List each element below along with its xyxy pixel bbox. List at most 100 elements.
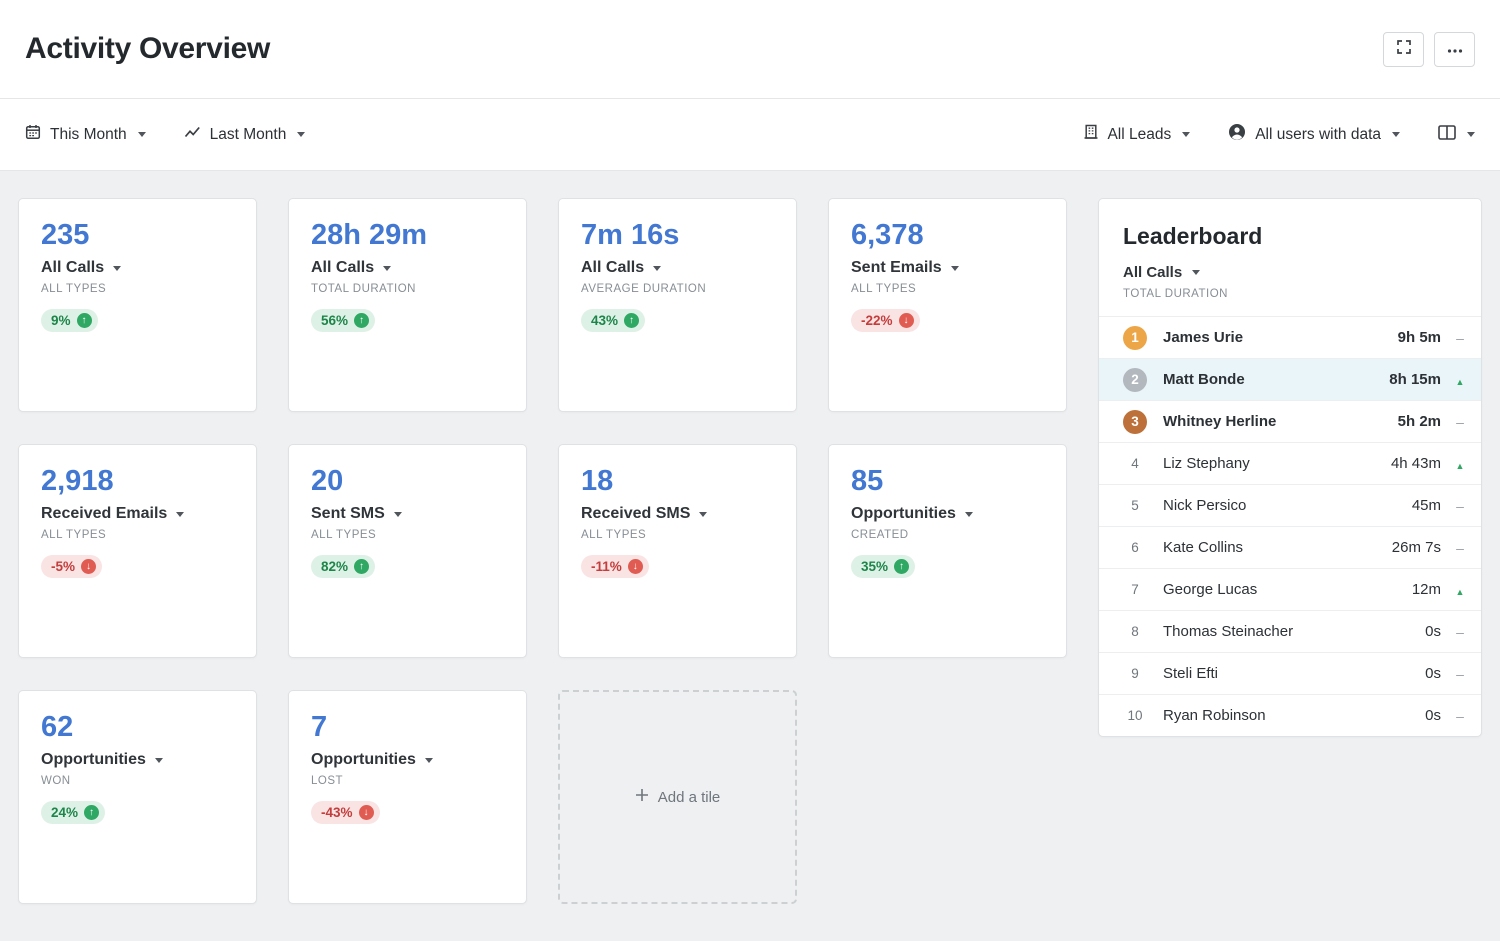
- leaderboard-panel: Leaderboard All Calls TOTAL DURATION 1 J…: [1098, 198, 1482, 737]
- trend-indicator-icon: [1453, 666, 1467, 682]
- metric-dropdown[interactable]: Opportunities: [41, 751, 163, 769]
- trend-indicator-icon: [1453, 330, 1467, 346]
- chevron-down-icon: [1392, 132, 1400, 137]
- leaderboard-header: Leaderboard All Calls TOTAL DURATION: [1099, 199, 1481, 316]
- leaderboard-row[interactable]: 1 James Urie 9h 5m: [1099, 316, 1481, 358]
- metric-dropdown[interactable]: All Calls: [311, 259, 392, 277]
- metric-dropdown[interactable]: Received SMS: [581, 505, 708, 523]
- metric-value: 28h 29m: [311, 219, 428, 251]
- filter-toolbar: This Month Last Month All Leads All user…: [0, 99, 1500, 171]
- duration-value: 0s: [1425, 665, 1441, 682]
- leaderboard-row[interactable]: 4 Liz Stephany 4h 43m: [1099, 442, 1481, 484]
- metric-label: Sent Emails: [851, 259, 942, 277]
- layout-dropdown[interactable]: [1438, 124, 1475, 145]
- metric-subtype: ALL TYPES: [581, 529, 647, 542]
- user-name: Liz Stephany: [1163, 455, 1250, 472]
- change-value: 9%: [51, 313, 71, 329]
- leaderboard-row[interactable]: 8 Thomas Steinacher 0s: [1099, 610, 1481, 652]
- metric-subtype: ALL TYPES: [41, 529, 107, 542]
- rank-badge: 2: [1123, 367, 1147, 392]
- chevron-down-icon: [383, 265, 392, 271]
- tile-received-sms: 18 Received SMS ALL TYPES -11%: [558, 444, 797, 658]
- metric-tile-grid: 235 All Calls ALL TYPES 9% 28h 29m All C…: [18, 198, 1067, 904]
- tile-all-calls-count: 235 All Calls ALL TYPES 9%: [18, 198, 257, 412]
- metric-subtype: ALL TYPES: [851, 283, 917, 296]
- rank-badge: 7: [1131, 582, 1139, 597]
- leaderboard-metric-label: All Calls: [1123, 264, 1183, 281]
- metric-dropdown[interactable]: Sent SMS: [311, 505, 402, 523]
- fullscreen-button[interactable]: [1383, 31, 1424, 67]
- metric-dropdown[interactable]: All Calls: [581, 259, 662, 277]
- metric-label: Sent SMS: [311, 505, 385, 523]
- duration-value: 4h 43m: [1390, 455, 1441, 472]
- metric-label: Received Emails: [41, 505, 168, 523]
- more-options-button[interactable]: [1434, 31, 1475, 67]
- metric-value: 6,378: [851, 219, 924, 251]
- change-value: 24%: [51, 805, 79, 821]
- tile-sent-emails: 6,378 Sent Emails ALL TYPES -22%: [828, 198, 1067, 412]
- date-range-dropdown[interactable]: This Month: [25, 124, 146, 145]
- metric-label: Opportunities: [41, 751, 146, 769]
- metric-subtype: ALL TYPES: [311, 529, 377, 542]
- more-icon: [1447, 40, 1463, 58]
- metric-dropdown[interactable]: Sent Emails: [851, 259, 959, 277]
- change-badge: 56%: [311, 309, 376, 333]
- rank-badge: 8: [1131, 624, 1139, 639]
- chevron-down-icon: [1467, 132, 1475, 137]
- metric-dropdown[interactable]: Received Emails: [41, 505, 185, 523]
- chevron-down-icon: [113, 265, 122, 271]
- chevron-down-icon: [154, 757, 163, 763]
- change-badge: -22%: [851, 309, 920, 333]
- leaderboard-row[interactable]: 9 Steli Efti 0s: [1099, 652, 1481, 694]
- tile-opportunities-won: 62 Opportunities WON 24%: [18, 690, 257, 904]
- toolbar-left: This Month Last Month: [25, 124, 306, 145]
- metric-subtype: CREATED: [851, 529, 909, 542]
- leaderboard-row[interactable]: 6 Kate Collins 26m 7s: [1099, 526, 1481, 568]
- add-tile-button[interactable]: Add a tile: [558, 690, 797, 904]
- metric-label: Received SMS: [581, 505, 691, 523]
- metric-dropdown[interactable]: Opportunities: [851, 505, 973, 523]
- metric-dropdown[interactable]: Opportunities: [311, 751, 433, 769]
- metric-value: 18: [581, 465, 614, 497]
- user-name: Matt Bonde: [1163, 371, 1245, 388]
- leaderboard-row[interactable]: 7 George Lucas 12m: [1099, 568, 1481, 610]
- metric-dropdown[interactable]: All Calls: [41, 259, 122, 277]
- page-header: Activity Overview: [0, 0, 1500, 99]
- leaderboard-row[interactable]: 10 Ryan Robinson 0s: [1099, 694, 1481, 736]
- leaderboard-row[interactable]: 3 Whitney Herline 5h 2m: [1099, 400, 1481, 442]
- chevron-down-icon: [137, 132, 146, 137]
- duration-value: 45m: [1411, 497, 1441, 514]
- user-name: Thomas Steinacher: [1163, 623, 1294, 640]
- leads-filter-dropdown[interactable]: All Leads: [1084, 124, 1191, 145]
- metric-label: All Calls: [581, 259, 645, 277]
- trend-indicator-icon: [1453, 456, 1467, 472]
- duration-value: 9h 5m: [1397, 329, 1441, 346]
- building-icon: [1084, 124, 1098, 145]
- chevron-down-icon: [176, 511, 185, 517]
- rank-badge: 3: [1123, 409, 1147, 434]
- leaderboard-metric-dropdown[interactable]: All Calls: [1123, 264, 1201, 281]
- leaderboard-row[interactable]: 2 Matt Bonde 8h 15m: [1099, 358, 1481, 400]
- metric-label: All Calls: [311, 259, 375, 277]
- users-filter-dropdown[interactable]: All users with data: [1228, 123, 1400, 146]
- metric-subtype: AVERAGE DURATION: [581, 283, 707, 296]
- chevron-down-icon: [964, 511, 973, 517]
- change-value: -11%: [591, 559, 622, 575]
- user-name: Nick Persico: [1163, 497, 1247, 514]
- tile-opportunities-created: 85 Opportunities CREATED 35%: [828, 444, 1067, 658]
- metric-subtype: ALL TYPES: [41, 283, 107, 296]
- change-badge: 24%: [41, 801, 106, 825]
- comparison-dropdown[interactable]: Last Month: [184, 125, 306, 144]
- trend-arrow-icon: [898, 313, 914, 329]
- trend-arrow-icon: [76, 313, 92, 329]
- tile-all-calls-average-duration: 7m 16s All Calls AVERAGE DURATION 43%: [558, 198, 797, 412]
- trend-arrow-icon: [358, 805, 374, 821]
- user-name: Whitney Herline: [1163, 413, 1277, 430]
- change-badge: -43%: [311, 801, 380, 825]
- metric-value: 7m 16s: [581, 219, 680, 251]
- metric-label: Opportunities: [311, 751, 416, 769]
- comparison-label: Last Month: [209, 125, 287, 143]
- leaderboard-row[interactable]: 5 Nick Persico 45m: [1099, 484, 1481, 526]
- trend-arrow-icon: [624, 313, 640, 329]
- change-value: 35%: [861, 559, 889, 575]
